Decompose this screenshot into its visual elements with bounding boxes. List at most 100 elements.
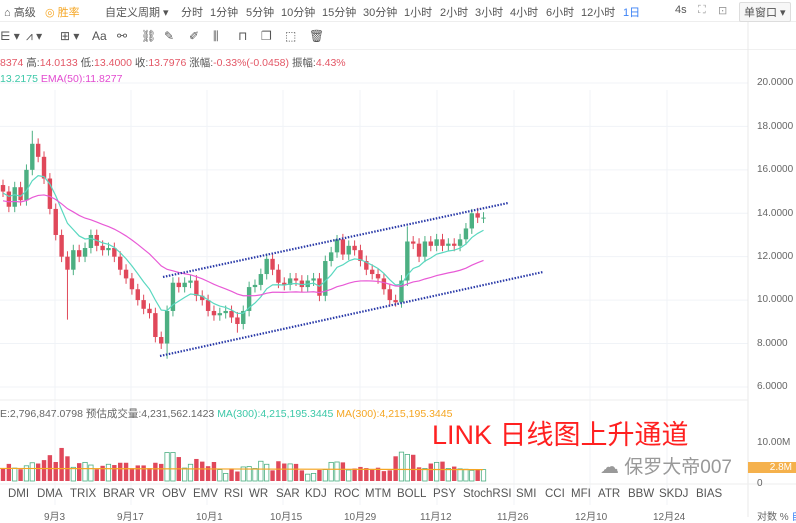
volume-bar bbox=[29, 462, 35, 482]
period-2h[interactable]: 2小时 bbox=[440, 7, 469, 19]
text-tool[interactable]: Aa bbox=[92, 29, 107, 43]
indicator-tab-roc[interactable]: ROC bbox=[334, 488, 360, 500]
period-10m[interactable]: 10分钟 bbox=[281, 7, 316, 19]
custom-period-dropdown[interactable]: 自定义周期 ▾ bbox=[105, 7, 169, 19]
candle-up bbox=[446, 243, 451, 246]
period-bar: ⌂ 高级 ◎ 胜率 自定义周期 ▾ 分时 1分钟 5分钟 10分钟 15分钟 3… bbox=[0, 0, 796, 22]
volume-bar bbox=[287, 463, 293, 482]
volume-bar bbox=[340, 462, 346, 481]
amplitude-label: 振幅: bbox=[291, 57, 316, 69]
candle-down bbox=[381, 278, 387, 290]
price-tick: 20.0000 bbox=[757, 77, 794, 88]
fullscreen-icon[interactable]: ⛶ bbox=[698, 4, 706, 16]
volume-bar bbox=[416, 467, 422, 481]
percent-toggle[interactable]: % bbox=[779, 512, 789, 523]
indicator-tab-emv[interactable]: EMV bbox=[193, 488, 218, 500]
indicator-tab-brar[interactable]: BRAR bbox=[103, 488, 135, 500]
link-tool-icon[interactable]: ⛓ bbox=[141, 29, 157, 43]
period-3h[interactable]: 3小时 bbox=[475, 7, 504, 19]
indicator-tab-dma[interactable]: DMA bbox=[37, 488, 63, 500]
indicator-tab-wr[interactable]: WR bbox=[249, 488, 269, 500]
indicator-tab-mtm[interactable]: MTM bbox=[365, 488, 392, 500]
lock-icon[interactable]: ⊓ bbox=[238, 29, 248, 43]
indicator-tab-vr[interactable]: VR bbox=[139, 488, 155, 500]
price-tick: 10.0000 bbox=[757, 294, 794, 305]
indicator-tab-mfi[interactable]: MFI bbox=[571, 488, 591, 500]
candle-down bbox=[369, 269, 375, 275]
date-tick: 12月10 bbox=[575, 512, 608, 523]
date-tick: 12月24 bbox=[653, 512, 686, 523]
period-4h[interactable]: 4小时 bbox=[510, 7, 539, 19]
copy-icon[interactable]: ❐ bbox=[261, 29, 272, 43]
indicator-tab-atr[interactable]: ATR bbox=[598, 488, 621, 500]
period-1m[interactable]: 1分钟 bbox=[210, 7, 239, 19]
candle-down bbox=[411, 241, 416, 244]
log-scale-toggle[interactable]: 对数 bbox=[757, 512, 777, 523]
volume-tick: 10.00M bbox=[757, 437, 791, 448]
window-mode-dropdown[interactable]: 单窗口 ▾ bbox=[739, 2, 791, 22]
open-value: 8374 bbox=[0, 57, 24, 69]
wave-tool-icon[interactable]: ⩘ ▾ bbox=[26, 29, 43, 43]
trash-icon[interactable]: 🗑 bbox=[309, 29, 325, 43]
candle-down bbox=[41, 156, 47, 179]
volume-bar bbox=[404, 453, 410, 482]
volume-bar bbox=[70, 466, 76, 482]
pattern-tool-icon[interactable]: ⚯ bbox=[117, 29, 128, 43]
indicator-tab-cci[interactable]: CCI bbox=[545, 488, 565, 500]
volume-bar bbox=[0, 468, 6, 481]
watermark-text: 保罗大帝007 bbox=[624, 457, 732, 478]
candle-down bbox=[0, 185, 6, 192]
volume-bar bbox=[88, 464, 94, 482]
auto-toggle[interactable]: 自动 bbox=[791, 512, 796, 523]
date-tick: 10月29 bbox=[344, 512, 377, 523]
ema50-value: EMA(50):11.8277 bbox=[40, 73, 123, 85]
line-tool-icon[interactable]: ⋿ ▾ bbox=[0, 29, 20, 43]
indicator-tab-boll[interactable]: BOLL bbox=[397, 488, 427, 500]
volume-bar bbox=[270, 470, 275, 481]
indicator-tab-sar[interactable]: SAR bbox=[276, 488, 300, 500]
volume-bar bbox=[123, 462, 129, 481]
date-tick: 10月15 bbox=[270, 512, 303, 523]
price-tick: 8.0000 bbox=[757, 338, 788, 349]
indicator-tab-stochrsi[interactable]: StochRSI bbox=[463, 488, 512, 500]
candle-up bbox=[24, 169, 29, 201]
volume-ma-line bbox=[0, 467, 484, 471]
indicator-tab-psy[interactable]: PSY bbox=[433, 488, 457, 500]
candle-tool-icon[interactable]: ⫼ bbox=[213, 29, 219, 43]
brush-tool-icon[interactable]: ✐ bbox=[189, 29, 200, 43]
volume-bar bbox=[398, 451, 405, 482]
volume-bar bbox=[159, 463, 164, 481]
period-30m[interactable]: 30分钟 bbox=[363, 7, 398, 19]
ema-info: 13.2175 EMA(50):11.8277 bbox=[0, 73, 122, 85]
volume-bar bbox=[112, 465, 117, 481]
volume-bar bbox=[23, 465, 30, 482]
period-1d[interactable]: 1日 bbox=[623, 7, 641, 19]
candle-up bbox=[71, 250, 76, 270]
candle-up bbox=[311, 278, 316, 281]
period-fenshi[interactable]: 分时 bbox=[181, 7, 203, 19]
candle-down bbox=[211, 310, 217, 316]
indicator-tab-bias[interactable]: BIAS bbox=[696, 488, 723, 500]
period-15m[interactable]: 15分钟 bbox=[322, 7, 357, 19]
period-1h[interactable]: 1小时 bbox=[404, 7, 433, 19]
add-window-icon[interactable]: ⊡ bbox=[718, 5, 728, 17]
advanced-button[interactable]: ⌂ 高级 bbox=[4, 7, 36, 19]
period-12h[interactable]: 12小时 bbox=[581, 7, 616, 19]
indicator-tab-dmi[interactable]: DMI bbox=[8, 488, 30, 500]
candle-down bbox=[340, 239, 346, 255]
period-5m[interactable]: 5分钟 bbox=[246, 7, 275, 19]
indicator-tab-trix[interactable]: TRIX bbox=[70, 488, 97, 500]
indicator-tab-kdj[interactable]: KDJ bbox=[305, 488, 327, 500]
indicator-tab-smi[interactable]: SMI bbox=[516, 488, 537, 500]
ruler-tool-icon[interactable]: ✎ bbox=[164, 29, 175, 43]
indicator-tab-bbw[interactable]: BBW bbox=[628, 488, 655, 500]
period-6h[interactable]: 6小时 bbox=[546, 7, 575, 19]
winrate-button[interactable]: ◎ 胜率 bbox=[45, 7, 80, 19]
volume-bar bbox=[100, 465, 105, 481]
measure-tool-icon[interactable]: ⊞ ▾ bbox=[60, 29, 80, 43]
hide-drawings-icon[interactable]: ⬚ bbox=[285, 29, 297, 43]
indicator-tab-skdj[interactable]: SKDJ bbox=[659, 488, 689, 500]
indicator-tab-rsi[interactable]: RSI bbox=[224, 488, 244, 500]
indicator-tab-obv[interactable]: OBV bbox=[162, 488, 187, 500]
